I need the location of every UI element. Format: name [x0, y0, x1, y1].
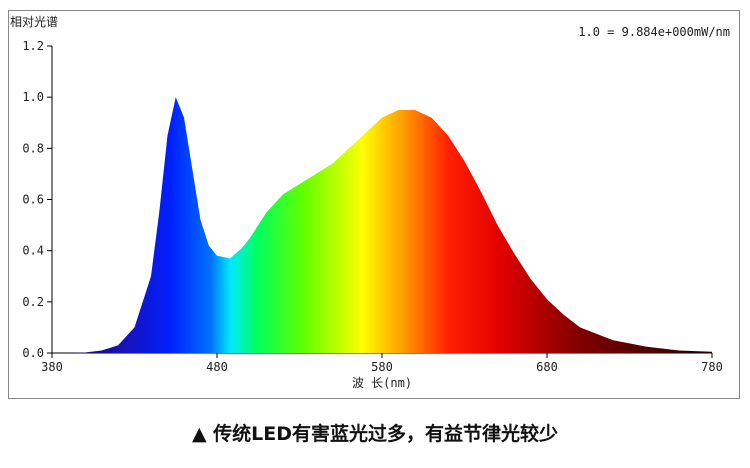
x-tick-label: 680	[536, 360, 558, 374]
x-axis-title: 波 长(nm)	[352, 376, 412, 390]
y-tick-label: 0.0	[22, 346, 44, 360]
spectrum-area	[52, 97, 712, 354]
annotation: 1.0 = 9.884e+000mW/nm	[578, 25, 730, 39]
y-tick-label: 0.2	[22, 295, 44, 309]
y-tick-label: 1.0	[22, 90, 44, 104]
y-tick-label: 0.8	[22, 141, 44, 155]
y-axis-title: 相对光谱	[10, 15, 58, 29]
x-tick-label: 580	[371, 360, 393, 374]
y-tick-label: 0.4	[22, 244, 44, 258]
y-tick-label: 0.6	[22, 193, 44, 207]
x-tick-label: 480	[206, 360, 228, 374]
y-tick-label: 1.2	[22, 39, 44, 53]
x-tick-label: 380	[41, 360, 63, 374]
caption: ▲ 传统LED有害蓝光过多，有益节律光较少	[192, 422, 558, 445]
x-tick-label: 780	[701, 360, 723, 374]
